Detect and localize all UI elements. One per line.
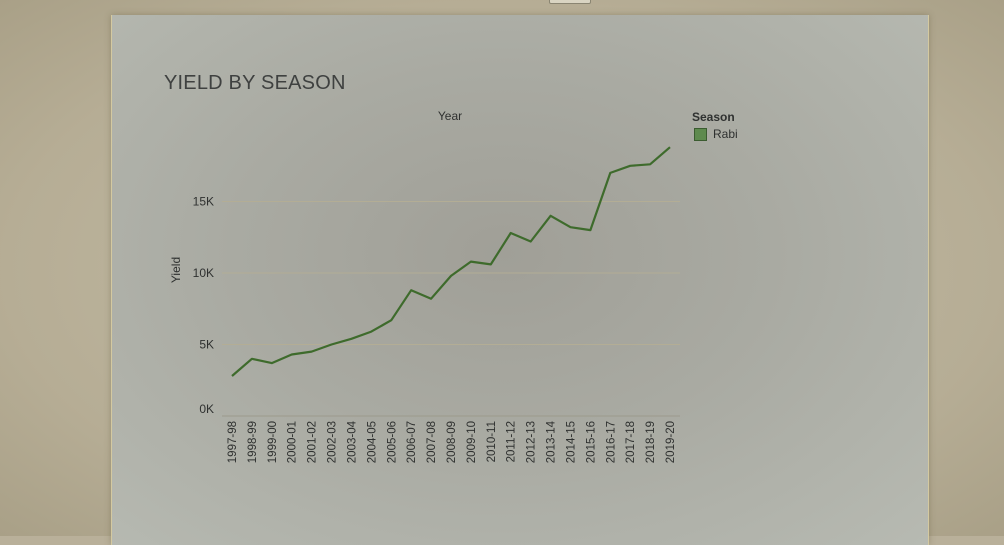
x-tick-label: 2002-03 xyxy=(327,421,339,463)
x-tick-label: 2007-08 xyxy=(426,421,438,463)
x-tick-label: 2003-04 xyxy=(346,420,358,463)
data-point[interactable] xyxy=(269,360,275,366)
x-tick-label: 2004-05 xyxy=(366,421,378,463)
y-tick-label: 15K xyxy=(193,195,214,209)
data-point[interactable] xyxy=(329,342,335,348)
line-chart: 0K 5K 10K 15K 1997-98 1998-99 1999-00 2000-01 2… xyxy=(169,109,680,463)
chart-title: YIELD BY SEASON xyxy=(164,72,346,94)
x-tick-label: 2009-10 xyxy=(466,421,478,463)
x-tick-label: 2010-11 xyxy=(486,421,498,462)
data-point[interactable] xyxy=(309,349,315,355)
series-lines xyxy=(229,144,673,379)
x-axis-ticks: 1997-98 1998-99 1999-00 2000-01 2001-02 2002-… xyxy=(227,420,677,463)
y-tick-label: 10K xyxy=(193,266,214,280)
x-tick-label: 2016-17 xyxy=(605,421,617,463)
x-tick-label: 2014-15 xyxy=(565,421,577,463)
data-point[interactable] xyxy=(567,224,573,230)
x-axis-label: Year xyxy=(438,109,462,123)
legend-title: Season xyxy=(692,110,735,124)
data-point[interactable] xyxy=(368,329,374,335)
data-point[interactable] xyxy=(428,296,434,302)
legend-item-rabi[interactable]: Rabi xyxy=(694,127,738,141)
y-axis-ticks: 0K 5K 10K 15K xyxy=(193,195,214,417)
x-tick-label: 1999-00 xyxy=(267,421,279,463)
x-tick-label: 2000-01 xyxy=(287,421,299,463)
grid-lines xyxy=(222,201,680,417)
x-tick-label: 2008-09 xyxy=(446,421,458,463)
data-point[interactable] xyxy=(607,170,613,176)
x-tick-label: 2011-12 xyxy=(506,421,518,462)
legend-label: Rabi xyxy=(713,127,738,141)
data-point[interactable] xyxy=(647,161,653,167)
legend-swatch xyxy=(694,127,707,141)
data-point[interactable] xyxy=(408,287,414,293)
x-tick-label: 2001-02 xyxy=(307,421,319,463)
data-point[interactable] xyxy=(548,213,554,219)
series-line-rabi[interactable] xyxy=(231,146,671,377)
data-point[interactable] xyxy=(448,273,454,279)
data-point[interactable] xyxy=(229,373,235,379)
data-point[interactable] xyxy=(667,144,673,150)
x-tick-label: 1998-99 xyxy=(247,421,259,463)
data-point[interactable] xyxy=(488,261,494,267)
x-tick-label: 2019-20 xyxy=(665,421,677,463)
top-tab-handle[interactable] xyxy=(549,0,591,4)
x-tick-label: 2006-07 xyxy=(406,421,418,463)
legend: Season Rabi xyxy=(692,110,738,141)
x-tick-label: 2018-19 xyxy=(645,421,657,463)
x-tick-label: 2013-14 xyxy=(546,420,558,463)
data-point[interactable] xyxy=(249,356,255,362)
data-point[interactable] xyxy=(627,163,633,169)
x-tick-label: 2012-13 xyxy=(526,421,538,463)
data-point[interactable] xyxy=(388,317,394,323)
x-tick-label: 2015-16 xyxy=(585,421,597,463)
y-axis-label: Yield xyxy=(169,257,183,283)
y-tick-label: 5K xyxy=(199,338,214,352)
x-tick-label: 1997-98 xyxy=(227,421,239,463)
data-point[interactable] xyxy=(587,227,593,233)
data-point[interactable] xyxy=(528,239,534,245)
x-tick-label: 2017-18 xyxy=(625,421,637,463)
data-point[interactable] xyxy=(289,352,295,358)
data-point[interactable] xyxy=(508,230,514,236)
dashboard-card: YIELD BY SEASON 0K 5K 10K 15K 1997-98 1998-9… xyxy=(111,15,929,545)
y-tick-label: 0K xyxy=(199,402,214,416)
data-point[interactable] xyxy=(348,336,354,342)
x-tick-label: 2005-06 xyxy=(386,421,398,463)
data-point[interactable] xyxy=(468,259,474,265)
